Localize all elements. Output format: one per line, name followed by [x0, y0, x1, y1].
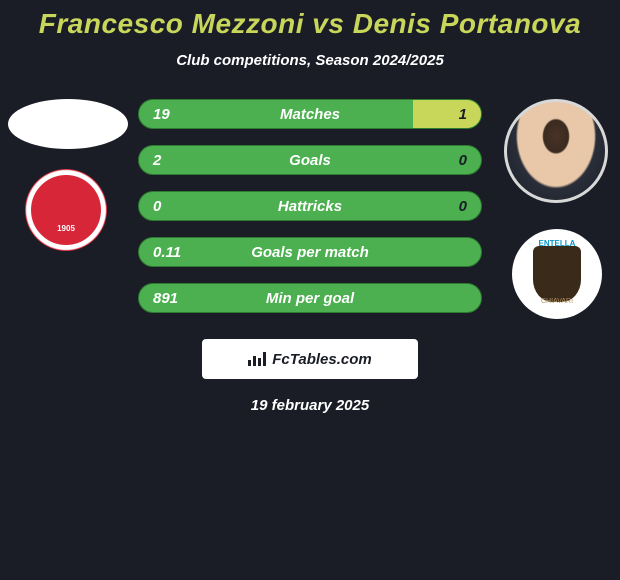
stat-label: Matches	[139, 106, 481, 123]
stat-row: 2 Goals 0	[138, 145, 482, 175]
stat-label: Goals per match	[139, 244, 481, 261]
player-right-avatar	[504, 99, 608, 203]
stat-label: Goals	[139, 152, 481, 169]
club-right-name: ENTELLA	[539, 239, 576, 248]
stat-row: 891 Min per goal	[138, 283, 482, 313]
club-right-badge: ENTELLA CHIAVARI	[512, 229, 602, 319]
club-left-year: 1905	[57, 224, 75, 233]
subtitle: Club competitions, Season 2024/2025	[0, 52, 620, 69]
date-text: 19 february 2025	[0, 397, 620, 414]
club-left-badge: 1905	[25, 169, 107, 251]
stat-label: Min per goal	[139, 290, 481, 307]
stat-row: 19 Matches 1	[138, 99, 482, 129]
brand-text: FcTables.com	[272, 351, 371, 368]
club-right-sub: CHIAVARI	[541, 298, 573, 305]
stat-rows: 19 Matches 1 2 Goals 0 0 Hattricks 0 0.1…	[138, 99, 482, 329]
stat-right-value: 1	[459, 106, 467, 123]
stat-row: 0 Hattricks 0	[138, 191, 482, 221]
stats-area: 1905 ENTELLA CHIAVARI 19 Matches 1 2 Goa…	[0, 99, 620, 339]
brand-box[interactable]: FcTables.com	[202, 339, 418, 379]
container: Francesco Mezzoni vs Denis Portanova Clu…	[0, 0, 620, 580]
page-title: Francesco Mezzoni vs Denis Portanova	[0, 8, 620, 40]
stat-right-value: 0	[459, 152, 467, 169]
stat-right-value: 0	[459, 198, 467, 215]
stat-row: 0.11 Goals per match	[138, 237, 482, 267]
stat-label: Hattricks	[139, 198, 481, 215]
player-left-avatar	[8, 99, 128, 149]
chart-icon	[248, 352, 266, 366]
